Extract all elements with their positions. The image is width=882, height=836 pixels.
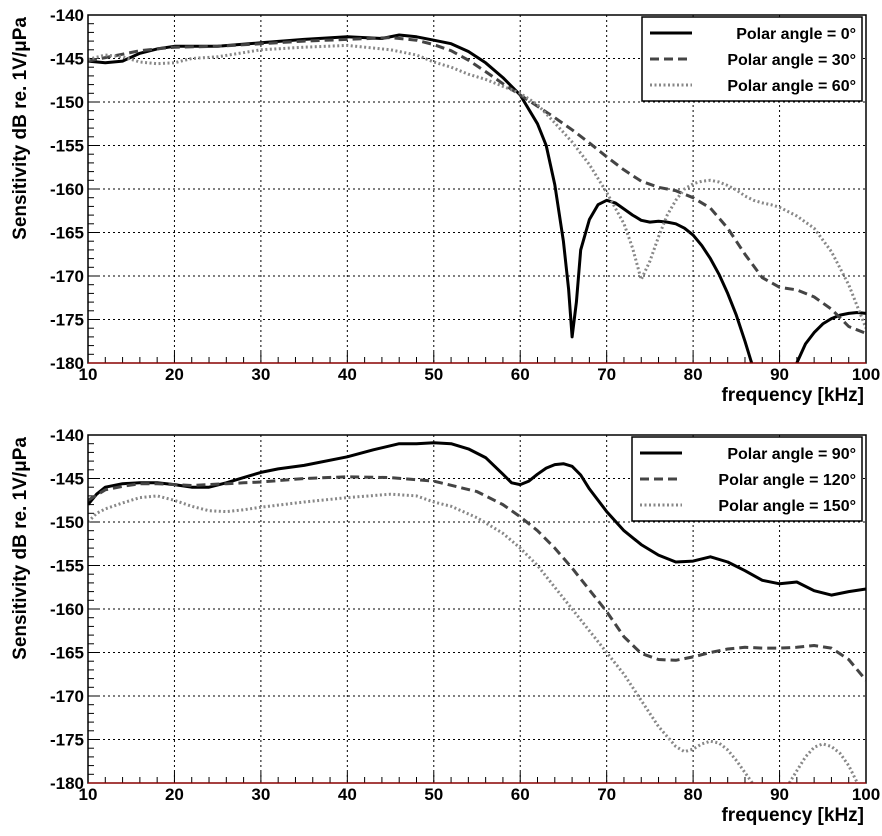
y-tick-label: -180: [50, 774, 84, 793]
x-tick-label: 10: [79, 365, 98, 384]
x-tick-label: 40: [338, 365, 357, 384]
chart-panel-1: 10 20 30 40 50 60 70 80 90 100 -140 -145 -150 -155 -16…: [10, 6, 880, 406]
y-tick-label: -175: [50, 311, 84, 330]
y-tick-label: -170: [50, 687, 84, 706]
y-tick-label: -165: [50, 644, 84, 663]
series-line-3: [88, 43, 866, 329]
y-axis-title: Sensitivity dB re. 1V/μPa: [10, 17, 31, 240]
legend-label-2: Polar angle = 120°: [718, 472, 856, 489]
x-tick-label: 50: [424, 365, 443, 384]
x-tick-label: 80: [684, 365, 703, 384]
y-tick-label: -165: [50, 224, 84, 243]
x-tick-label: 50: [424, 785, 443, 804]
legend-label-1: Polar angle = 90°: [727, 446, 856, 463]
x-tick-label: 30: [251, 785, 270, 804]
y-tick-label: -160: [50, 180, 84, 199]
y-tick-label: -150: [50, 93, 84, 112]
x-axis-title: frequency [kHz]: [721, 385, 864, 406]
legend-label-3: Polar angle = 60°: [727, 78, 856, 95]
series-line-1: [88, 33, 866, 363]
y-tick-label: -150: [50, 513, 84, 532]
y-tick-label: -155: [50, 557, 84, 576]
x-tick-label: 60: [511, 785, 530, 804]
series-line-2: [88, 475, 866, 682]
x-tick-label: 20: [165, 785, 184, 804]
y-tick-label: -160: [50, 600, 84, 619]
y-tick-label: -145: [50, 470, 84, 489]
x-tick-label: 40: [338, 785, 357, 804]
y-tick-label: -140: [50, 426, 84, 445]
x-tick-label: 80: [684, 785, 703, 804]
x-tick-label: 70: [597, 365, 616, 384]
legend: Polar angle = 0° Polar angle = 30° Polar a…: [641, 16, 863, 102]
x-tick-label: 70: [597, 785, 616, 804]
x-axis-title: frequency [kHz]: [721, 805, 864, 826]
legend-label-3: Polar angle = 150°: [718, 498, 856, 515]
x-tick-label: 100: [852, 785, 880, 804]
y-tick-label: -140: [50, 6, 84, 25]
x-tick-label: 90: [770, 785, 789, 804]
y-tick-label: -175: [50, 731, 84, 750]
y-tick-label: -170: [50, 267, 84, 286]
x-tick-label: 20: [165, 365, 184, 384]
chart-panel-2: 10 20 30 40 50 60 70 80 90 100 -140 -145 -150 -155 -16…: [10, 426, 880, 826]
series-line-3: [88, 492, 860, 783]
x-tick-label: 30: [251, 365, 270, 384]
x-tick-label: 10: [79, 785, 98, 804]
series-line-2: [88, 36, 866, 335]
y-axis-title: Sensitivity dB re. 1V/μPa: [10, 437, 31, 660]
y-tick-label: -145: [50, 50, 84, 69]
x-tick-label: 60: [511, 365, 530, 384]
series-line-1: [88, 441, 866, 597]
x-tick-label: 90: [770, 365, 789, 384]
y-tick-label: -155: [50, 137, 84, 156]
legend-label-1: Polar angle = 0°: [736, 26, 856, 43]
legend-label-2: Polar angle = 30°: [727, 52, 856, 69]
x-tick-label: 100: [852, 365, 880, 384]
y-tick-label: -180: [50, 354, 84, 373]
legend: Polar angle = 90° Polar angle = 120° Polar…: [631, 436, 863, 522]
